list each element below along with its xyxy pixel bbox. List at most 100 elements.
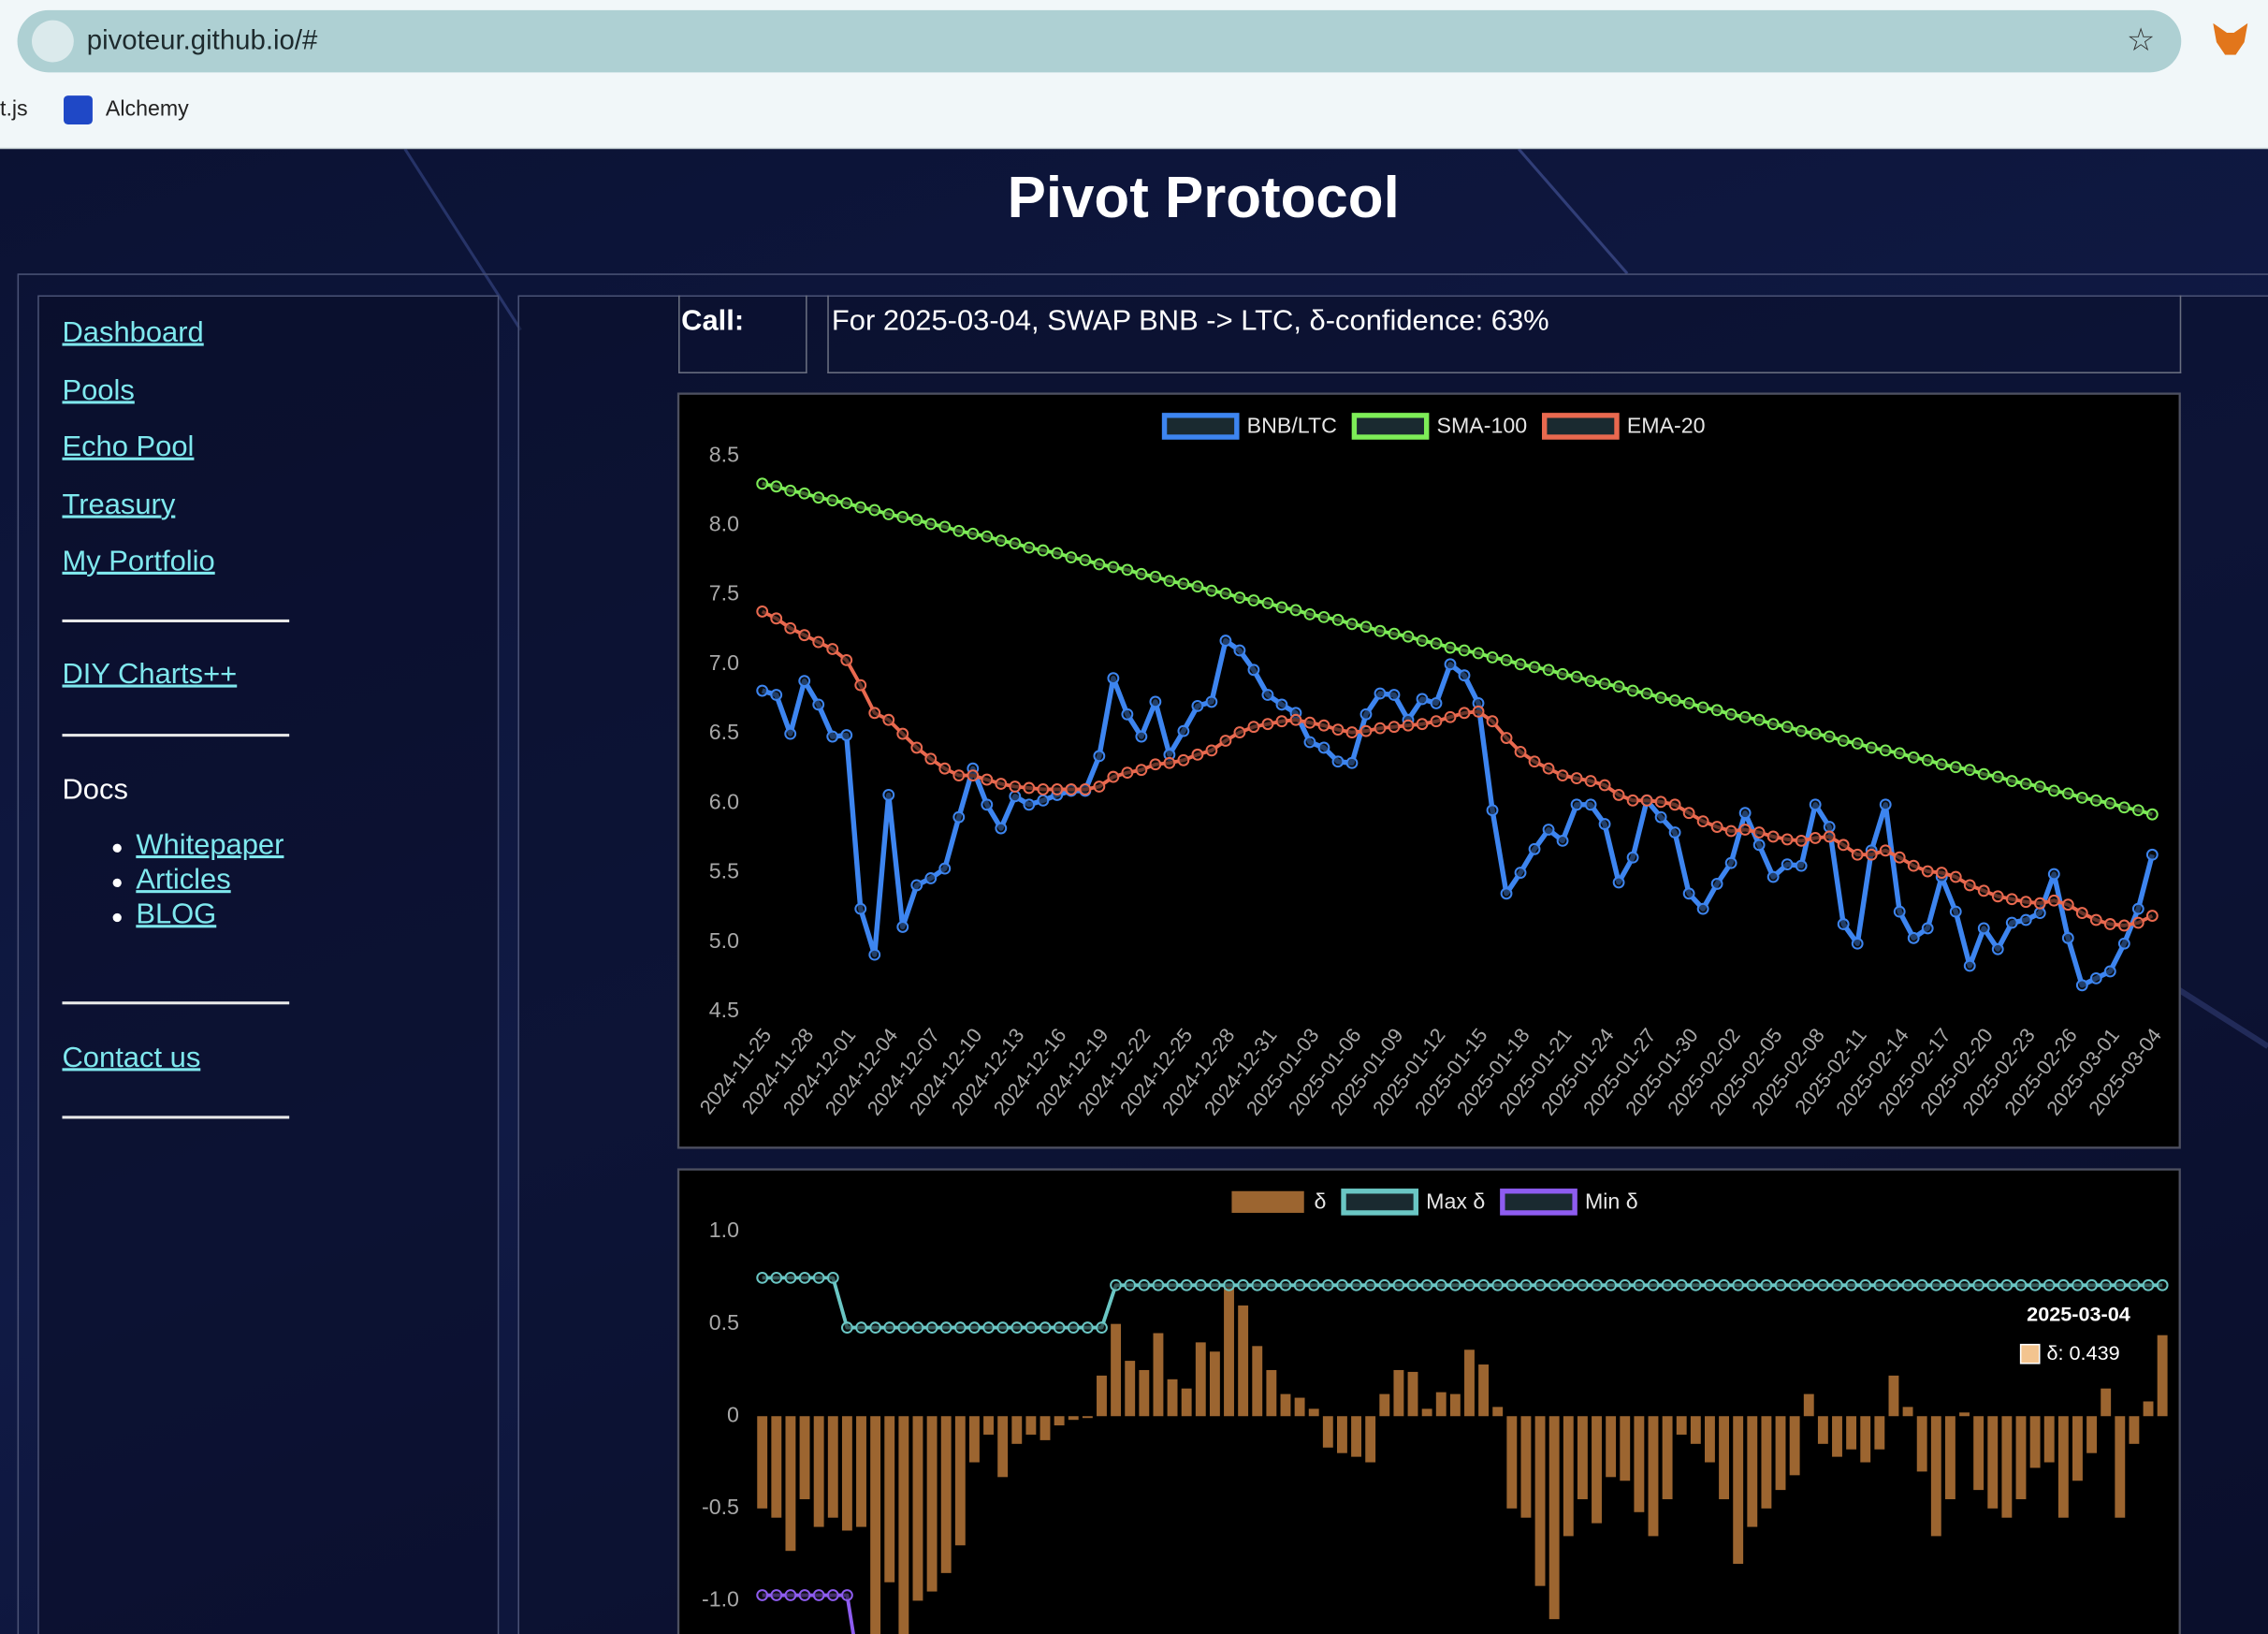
point [826, 494, 839, 507]
bar [1280, 1393, 1291, 1417]
point [1710, 821, 1723, 833]
point [1795, 724, 1808, 737]
point [2043, 1278, 2056, 1291]
nav-link[interactable]: Articles [136, 864, 231, 897]
y-tick-label: 0.5 [709, 1310, 739, 1335]
point [952, 524, 966, 537]
point [1738, 824, 1752, 836]
point [968, 1321, 981, 1335]
point [840, 1589, 853, 1601]
url-bar[interactable]: pivoteur.github.io/# ☆ [17, 9, 2182, 73]
point [1023, 798, 1036, 811]
point [1331, 755, 1345, 768]
point [2047, 894, 2060, 907]
y-tick-label: 4.5 [709, 998, 739, 1022]
point [1865, 848, 1878, 861]
nav-link[interactable]: Pools [62, 374, 135, 407]
point [981, 773, 994, 786]
point [924, 872, 938, 884]
point [1907, 859, 1920, 872]
point [1135, 730, 1148, 743]
point [2019, 913, 2032, 926]
point [2019, 778, 2032, 790]
point [784, 1589, 797, 1601]
point [1430, 715, 1443, 728]
point [2089, 971, 2102, 985]
point [2075, 979, 2088, 992]
point [812, 491, 825, 504]
site-info-icon[interactable] [32, 20, 74, 63]
legend-swatch [1341, 1189, 1419, 1216]
nav-link[interactable]: Dashboard [62, 316, 204, 349]
tooltip: 2025-03-04 δ: 0.439 [2003, 1295, 2154, 1377]
point [798, 1589, 811, 1601]
point [1907, 931, 1920, 944]
nav-link[interactable]: Echo Pool [62, 430, 195, 463]
nav-link[interactable]: Treasury [62, 489, 176, 521]
point [2100, 1278, 2113, 1291]
point [1359, 708, 1373, 721]
bar [1252, 1346, 1263, 1417]
bookmark[interactable]: Alchemy [105, 96, 189, 122]
point [1135, 764, 1148, 777]
tooltip-title: 2025-03-04 [2027, 1302, 2130, 1325]
point [1149, 570, 1162, 583]
point [1542, 664, 1555, 677]
point [1275, 601, 1288, 614]
point [1500, 653, 1513, 666]
call-text-cell [827, 295, 2182, 373]
point [1977, 922, 1990, 935]
bar [898, 1416, 909, 1634]
url[interactable]: pivoteur.github.io/# [86, 25, 318, 57]
bookmark-star[interactable]: ☆ [2126, 22, 2156, 58]
point [1851, 937, 1864, 950]
point [1766, 870, 1780, 883]
bookmark[interactable]: t.js [0, 96, 28, 122]
point [1303, 736, 1316, 749]
bar [1365, 1416, 1376, 1463]
bullet [112, 843, 122, 853]
legend-label: SMA-100 [1437, 413, 1528, 437]
bar [2101, 1388, 2112, 1417]
legend-label: BNB/LTC [1247, 413, 1337, 437]
point [1837, 735, 1850, 747]
point [1219, 635, 1232, 648]
point [1570, 670, 1583, 683]
point [1247, 721, 1260, 734]
point [1752, 826, 1766, 839]
nav-link[interactable]: BLOG [136, 898, 217, 931]
nav-link[interactable]: Contact us [62, 1042, 201, 1074]
point [1107, 561, 1120, 574]
y-tick-label: 6.5 [709, 720, 739, 744]
bar [940, 1416, 952, 1573]
nav-link[interactable]: My Portfolio [62, 546, 215, 578]
divider [62, 619, 290, 622]
point [1491, 1278, 1505, 1291]
point [1233, 726, 1246, 739]
point [1279, 1278, 1292, 1291]
point [1823, 730, 1836, 743]
bar [2129, 1416, 2140, 1444]
bar [1379, 1393, 1390, 1417]
bar [1478, 1364, 1490, 1417]
main-frame [17, 273, 2268, 1634]
tooltip-label: δ: 0.439 [2046, 1341, 2119, 1364]
point [1265, 1278, 1278, 1291]
point [1096, 1321, 1108, 1335]
nav-link[interactable]: Whitepaper [136, 829, 284, 862]
point [1612, 680, 1625, 693]
legend-label: EMA-20 [1627, 413, 1706, 437]
point [2075, 907, 2088, 920]
point [1065, 783, 1078, 795]
bar [785, 1416, 796, 1552]
point [1025, 1321, 1038, 1335]
point [1633, 1278, 1646, 1291]
point [1781, 833, 1794, 846]
point [826, 1589, 839, 1601]
nav-link[interactable]: DIY Charts++ [62, 658, 238, 691]
point [1859, 1278, 1872, 1291]
point [1647, 1278, 1660, 1291]
point [1901, 1278, 1914, 1291]
